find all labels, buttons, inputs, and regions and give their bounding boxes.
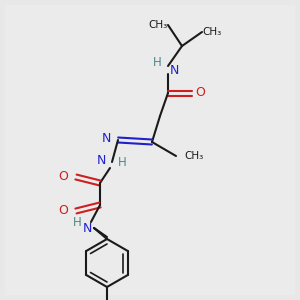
Text: CH₃: CH₃ [184, 151, 203, 161]
Text: N: N [102, 131, 111, 145]
Text: O: O [195, 86, 205, 100]
Text: CH₃: CH₃ [202, 27, 221, 37]
FancyBboxPatch shape [5, 5, 295, 295]
Text: N: N [170, 64, 179, 76]
Text: O: O [58, 205, 68, 218]
Text: H: H [73, 215, 82, 229]
Text: CH₃: CH₃ [149, 20, 168, 30]
Text: N: N [82, 221, 92, 235]
Text: H: H [118, 157, 127, 169]
Text: O: O [58, 170, 68, 184]
Text: N: N [97, 154, 106, 166]
Text: H: H [153, 56, 162, 70]
